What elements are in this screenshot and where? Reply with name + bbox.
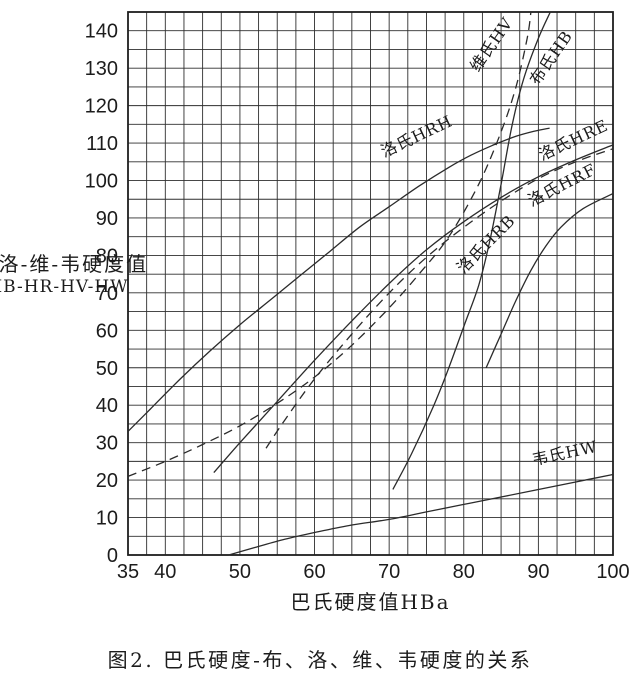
curve-weishi-HV	[127, 11, 532, 477]
x-tick-label-50: 50	[229, 561, 251, 583]
x-tick-label-70: 70	[378, 561, 400, 583]
y-tick-label-80: 80	[96, 245, 118, 267]
x-tick-label-35: 35	[117, 561, 139, 583]
x-tick-label-40: 40	[154, 561, 176, 583]
figure-caption: 图2. 巴氏硬度-布、洛、维、韦硬度的关系	[107, 648, 533, 672]
y-axis-title: 布-洛-维-韦硬度值 HB-HR-HV-HW	[0, 252, 228, 316]
y-tick-label-100: 100	[85, 171, 118, 193]
x-tick-label-100: 100	[596, 561, 629, 583]
curve-label-luoshi-HRB: 洛氏HRB	[453, 211, 519, 277]
y-axis-title-units: HB-HR-HV-HW	[0, 277, 129, 297]
y-tick-label-70: 70	[96, 283, 118, 305]
plot-border	[127, 11, 614, 556]
y-tick-label-110: 110	[86, 133, 118, 155]
curve-luoshi-HRE	[213, 144, 614, 474]
y-tick-label-0: 0	[107, 545, 118, 567]
curve-weishi-HW	[228, 473, 614, 556]
curve-label-luoshi-HRE: 洛氏HRE	[536, 116, 612, 165]
x-axis-title: 巴氏硬度值HBa	[290, 590, 451, 614]
curve-label-bushi-HB: 布氏HB	[526, 27, 577, 88]
y-tick-label-50: 50	[96, 358, 118, 380]
curve-luoshi-HRF	[265, 148, 614, 449]
y-axis-title-chinese: 布-洛-维-韦硬度值	[0, 252, 149, 276]
y-tick-label-40: 40	[96, 395, 118, 417]
y-tick-label-10: 10	[96, 508, 118, 530]
x-tick-label-80: 80	[453, 561, 475, 583]
x-tick-label-60: 60	[303, 561, 325, 583]
y-tick-label-140: 140	[85, 21, 118, 43]
curve-label-weishi-HW: 韦氏HW	[530, 437, 599, 469]
y-tick-label-90: 90	[96, 208, 118, 230]
curve-luoshi-HRB	[485, 193, 614, 369]
y-tick-label-130: 130	[85, 58, 118, 80]
y-tick-label-120: 120	[85, 96, 118, 118]
curve-luoshi-HRH	[127, 127, 550, 432]
y-tick-label-20: 20	[96, 470, 118, 492]
y-tick-label-30: 30	[96, 433, 118, 455]
x-tick-label-90: 90	[527, 561, 549, 583]
curve-bushi-HB	[392, 11, 551, 490]
y-tick-label-60: 60	[96, 320, 118, 342]
curve-label-weishi-HV: 维氏HV	[466, 14, 517, 75]
